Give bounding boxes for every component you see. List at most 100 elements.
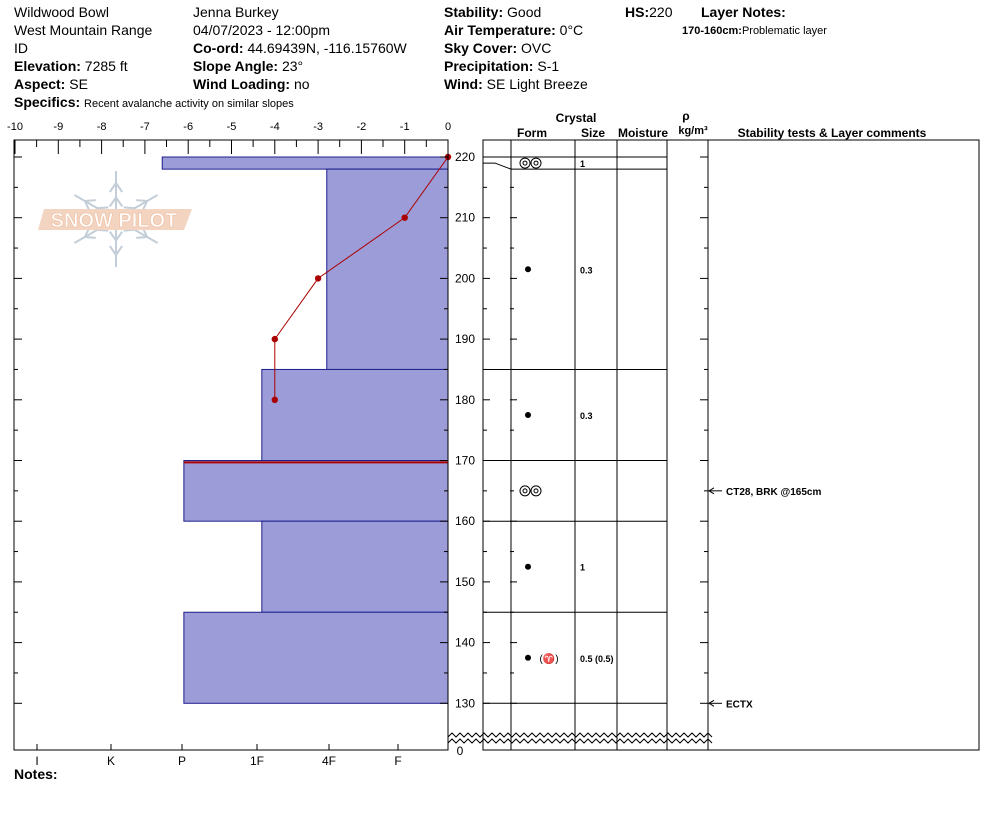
layer-connector-line	[483, 162, 512, 170]
moisture-header: Moisture	[618, 126, 668, 140]
snowflake-branch	[136, 199, 148, 202]
observation-datetime: 04/07/2023 - 12:00pm	[193, 22, 330, 38]
logo-text: SNOW PILOT	[51, 210, 178, 232]
form-header: Form	[517, 126, 547, 140]
layer-table-frame	[482, 139, 980, 751]
snowflake-branch	[108, 196, 117, 208]
snowflake-branch	[115, 245, 124, 256]
height-axis: 220 210 200 190 180 170 160 150 140 130 0	[14, 150, 708, 758]
height-zero-label: 0	[457, 744, 464, 758]
rounding-faceted-icon	[519, 157, 531, 169]
snowflake-branch	[84, 236, 96, 239]
hardness-layer-bar	[183, 460, 448, 522]
precipitation-value: S-1	[537, 58, 560, 74]
rounded-grain-icon	[525, 411, 531, 418]
slope-angle-label: Slope Angle:	[193, 58, 279, 74]
temperature-point	[271, 396, 278, 403]
hardness-tick-label: P	[178, 754, 186, 768]
temperature-tick-label: -10	[7, 121, 23, 133]
snow-height-value: 220	[649, 4, 673, 20]
height-tick-label: 160	[455, 514, 475, 528]
wind-value: SE Light Breeze	[486, 76, 588, 92]
hardness-tick-label: 4F	[322, 754, 336, 768]
specifics-value: Recent avalanche activity on similar slo…	[84, 98, 294, 110]
crystal-size-value: 1	[580, 159, 585, 169]
layer-table: 1 0.3 0.3 1 (♈) 0.5 (0.5) CT28, BRK @165cm ECTX	[447, 140, 821, 750]
melt-freeze-icon: (♈)	[539, 652, 558, 665]
aspect-value: SE	[69, 76, 88, 92]
aspect-label: Aspect:	[14, 76, 66, 92]
temperature-point	[401, 214, 408, 221]
density-unit-header: kg/m³	[678, 125, 708, 137]
hardness-tick-label: 1F	[250, 754, 264, 768]
rounding-faceted-icon	[522, 160, 528, 166]
hardness-tick-label: K	[107, 754, 115, 768]
table-column-headers: Crystal Form Size Moisture ρ kg/m³ Stability t…	[517, 109, 927, 140]
rounded-grain-icon	[525, 266, 531, 273]
hardness-layer-bar	[261, 520, 448, 613]
height-tick-label: 170	[455, 454, 475, 468]
precipitation-row: Precipitation: S-1	[444, 57, 559, 75]
snowflake-branch	[136, 236, 148, 239]
snowflake-branch	[115, 182, 124, 193]
rounded-grain-icon	[525, 563, 531, 570]
height-tick-label: 210	[455, 211, 475, 225]
coordinates-row: Co-ord: 44.69439N, -116.15760W	[193, 39, 407, 57]
state: ID	[14, 40, 28, 56]
snowpilot-logo: SNOW PILOT	[38, 171, 192, 267]
snowflake-branch	[84, 199, 96, 202]
temperature-tick-label: -4	[270, 121, 280, 133]
rounding-faceted-icon	[533, 160, 539, 166]
rounding-faceted-icon	[522, 488, 528, 494]
rounding-faceted-icon	[533, 488, 539, 494]
stability-test-arrowhead	[708, 699, 715, 707]
stability-label: Stability:	[444, 4, 504, 20]
coordinates-label: Co-ord:	[193, 40, 244, 56]
rounded-grain-icon	[525, 654, 531, 661]
height-tick-label: 130	[455, 696, 475, 710]
slope-angle-value: 23°	[281, 58, 304, 74]
temperature-point	[314, 275, 322, 282]
elevation-label: Elevation:	[14, 58, 81, 74]
aspect-row: Aspect: SE	[14, 75, 88, 93]
crystal-size-value: 0.3	[580, 411, 593, 421]
hardness-tick-label: I	[35, 754, 38, 768]
temperature-tick-label: -3	[313, 121, 323, 133]
air-temperature-label: Air Temperature:	[444, 22, 556, 38]
crystal-size-value: 1	[580, 563, 585, 573]
air-temperature-value: 0°C	[559, 22, 584, 38]
hardness-axis: I K P 1F 4F F	[35, 744, 402, 768]
stability-test-arrowhead	[708, 487, 715, 495]
wind-label: Wind:	[444, 76, 483, 92]
notes-label: Notes:	[14, 766, 58, 782]
stability-test-label: CT28, BRK @165cm	[726, 487, 821, 498]
density-symbol-header: ρ	[682, 109, 689, 123]
crystal-size-value: 0.5 (0.5)	[580, 654, 614, 664]
elevation-row: Elevation: 7285 ft	[14, 57, 128, 75]
sky-cover-row: Sky Cover: OVC	[444, 39, 551, 57]
slope-angle-row: Slope Angle: 23°	[193, 57, 303, 75]
height-tick-label: 190	[455, 332, 475, 346]
height-tick-label: 200	[455, 271, 475, 285]
snowflake-branch	[123, 206, 135, 210]
hardness-layer-bar	[161, 156, 448, 170]
snowflake-branch	[108, 230, 117, 242]
snowflake-branch	[115, 196, 124, 208]
air-temperature-row: Air Temperature: 0°C	[444, 21, 583, 39]
observer-name: Jenna Burkey	[193, 4, 279, 20]
snowflake-branch	[108, 245, 117, 256]
temperature-point	[271, 335, 278, 343]
rounding-faceted-icon	[530, 157, 542, 169]
snow-height-label: HS:	[625, 4, 650, 20]
axis-break-line	[447, 738, 713, 744]
temperature-axis: -10 -9 -8 -7 -6 -5 -4 -3 -2 -1 0	[7, 121, 451, 154]
layer-note-item: 170-160cm:Problematic layer	[682, 22, 827, 40]
height-tick-label: 150	[455, 575, 475, 589]
snowflake-branch	[97, 206, 109, 210]
stability-comments-header: Stability tests & Layer comments	[738, 126, 927, 140]
location-name: Wildwood Bowl	[14, 4, 109, 20]
temperature-tick-label: 0	[445, 121, 451, 133]
temperature-tick-label: -7	[140, 121, 150, 133]
snow-height-row: HS:220	[625, 3, 672, 21]
